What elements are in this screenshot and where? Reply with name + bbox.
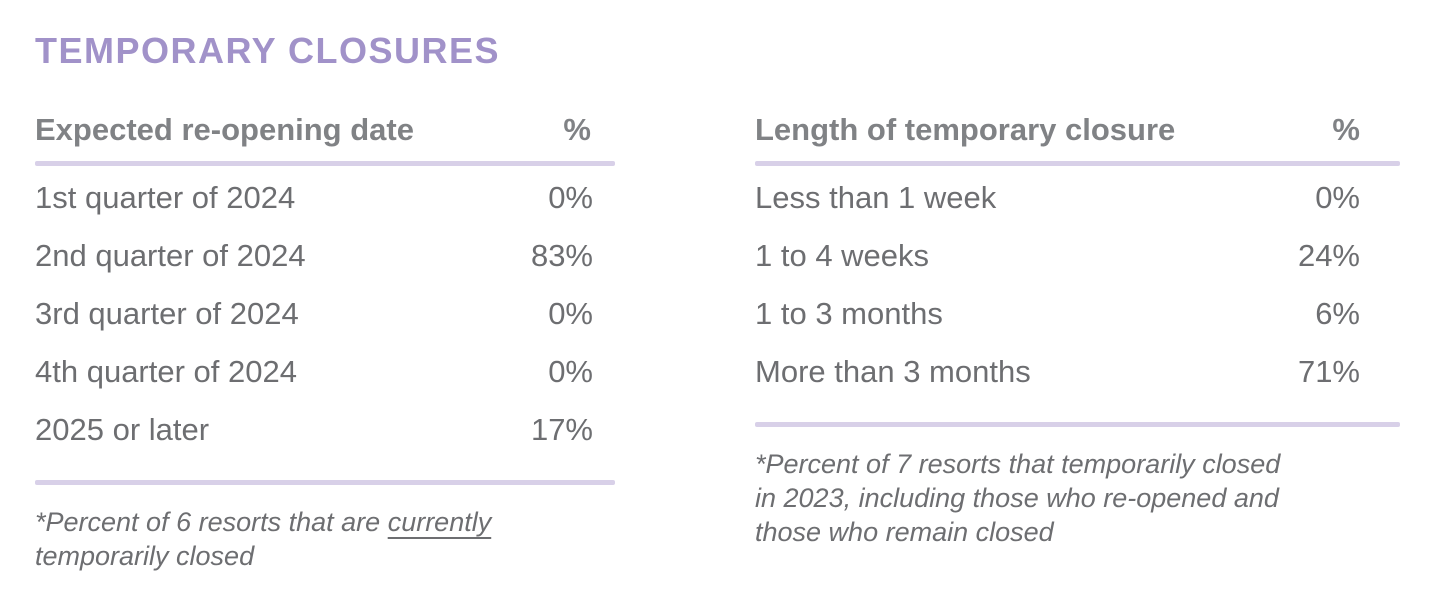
footnote-underlined-word: currently bbox=[387, 507, 492, 537]
table-row: 1st quarter of 2024 0% bbox=[35, 169, 615, 227]
footnote-line-3: those who remain closed bbox=[755, 517, 1054, 547]
reopening-table-rows: 1st quarter of 2024 0% 2nd quarter of 20… bbox=[35, 166, 615, 459]
header-divider bbox=[755, 161, 1400, 166]
closure-header-percent: % bbox=[1332, 112, 1360, 147]
table-row: 1 to 4 weeks 24% bbox=[755, 227, 1400, 285]
row-label: 3rd quarter of 2024 bbox=[35, 296, 299, 331]
reopening-table-header: Expected re-opening date % bbox=[35, 112, 615, 161]
table-row: 3rd quarter of 2024 0% bbox=[35, 285, 615, 343]
row-label: Less than 1 week bbox=[755, 180, 997, 215]
table-row: Less than 1 week 0% bbox=[755, 169, 1400, 227]
two-column-layout: Expected re-opening date % 1st quarter o… bbox=[35, 112, 1400, 573]
table-row: 4th quarter of 2024 0% bbox=[35, 343, 615, 401]
row-value: 71% bbox=[1297, 354, 1360, 389]
footnote-line-2: in 2023, including those who re-opened a… bbox=[755, 483, 1279, 513]
footnote-line-1: *Percent of 7 resorts that temporarily c… bbox=[755, 449, 1281, 479]
footer-divider bbox=[35, 480, 615, 485]
row-label: 1 to 4 weeks bbox=[755, 238, 930, 273]
footnote-text: *Percent of 6 resorts that are bbox=[35, 507, 388, 537]
header-divider bbox=[35, 161, 615, 166]
reopening-header-label: Expected re-opening date bbox=[35, 112, 414, 147]
footnote-line-1: *Percent of 6 resorts that are currently bbox=[35, 505, 615, 539]
table-row: 1 to 3 months 6% bbox=[755, 285, 1400, 343]
row-value: 0% bbox=[1315, 180, 1360, 215]
row-value: 6% bbox=[1315, 296, 1360, 331]
row-label: 4th quarter of 2024 bbox=[35, 354, 297, 389]
closure-table-rows: Less than 1 week 0% 1 to 4 weeks 24% 1 t… bbox=[755, 166, 1400, 401]
row-label: 2nd quarter of 2024 bbox=[35, 238, 306, 273]
row-value: 83% bbox=[530, 238, 593, 273]
reopening-footnote: *Percent of 6 resorts that are currently… bbox=[35, 505, 615, 573]
footnote-line-2: temporarily closed bbox=[35, 541, 255, 571]
closure-length-table: Length of temporary closure % Less than … bbox=[755, 112, 1400, 573]
row-value: 0% bbox=[548, 296, 593, 331]
closure-table-header: Length of temporary closure % bbox=[755, 112, 1400, 161]
reopening-date-table: Expected re-opening date % 1st quarter o… bbox=[35, 112, 615, 573]
reopening-header-percent: % bbox=[563, 112, 591, 147]
row-value: 0% bbox=[548, 180, 593, 215]
footer-divider bbox=[755, 422, 1400, 427]
row-value: 0% bbox=[548, 354, 593, 389]
row-label: 2025 or later bbox=[35, 412, 210, 447]
closure-header-label: Length of temporary closure bbox=[755, 112, 1176, 147]
row-value: 24% bbox=[1297, 238, 1360, 273]
table-row: 2025 or later 17% bbox=[35, 401, 615, 459]
row-label: 1 to 3 months bbox=[755, 296, 943, 331]
row-label: 1st quarter of 2024 bbox=[35, 180, 296, 215]
page-title: TEMPORARY CLOSURES bbox=[35, 30, 501, 71]
table-row: More than 3 months 71% bbox=[755, 343, 1400, 401]
closure-footnote: *Percent of 7 resorts that temporarily c… bbox=[755, 447, 1400, 549]
row-value: 17% bbox=[530, 412, 593, 447]
table-row: 2nd quarter of 2024 83% bbox=[35, 227, 615, 285]
row-label: More than 3 months bbox=[755, 354, 1031, 389]
